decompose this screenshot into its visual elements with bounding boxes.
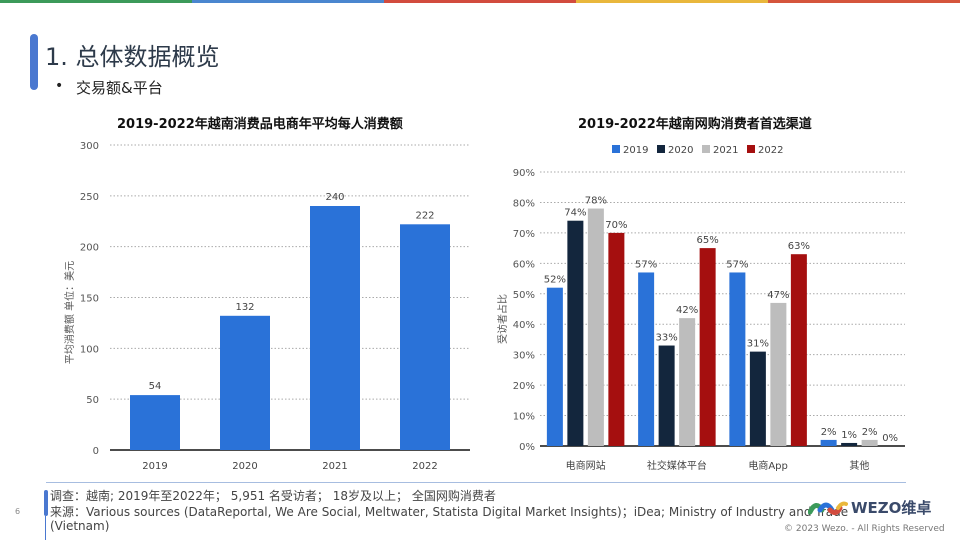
copyright: © 2023 Wezo. - All Rights Reserved bbox=[784, 524, 945, 534]
data-label: 2% bbox=[862, 427, 878, 438]
footer-accent-bar bbox=[44, 490, 48, 516]
footer-divider bbox=[46, 482, 906, 483]
data-label: 63% bbox=[788, 241, 810, 252]
legend-label: 2020 bbox=[668, 145, 693, 156]
data-label: 33% bbox=[656, 333, 678, 344]
bar-2021-2 bbox=[770, 302, 787, 446]
bar-2021-1 bbox=[679, 318, 696, 446]
y-tick-label: 300 bbox=[80, 141, 99, 152]
y-tick-label: 250 bbox=[80, 192, 99, 203]
topbar-segment bbox=[384, 0, 576, 3]
y-tick-label: 10% bbox=[513, 412, 535, 423]
data-label: 57% bbox=[726, 259, 748, 270]
bar-2019-2 bbox=[729, 272, 746, 446]
x-tick-label: 2021 bbox=[322, 461, 347, 472]
data-label: 1% bbox=[841, 430, 857, 441]
topbar-segment bbox=[576, 0, 768, 3]
bar-2020-2 bbox=[749, 351, 766, 446]
legend-swatch-2021 bbox=[702, 145, 710, 153]
y-tick-label: 40% bbox=[513, 320, 535, 331]
chart-title-channels: 2019-2022年越南网购消费者首选渠道 bbox=[578, 117, 812, 132]
bar-2019-0 bbox=[546, 287, 563, 446]
bar-2019 bbox=[130, 395, 180, 450]
bar-2021-3 bbox=[861, 439, 878, 446]
data-label: 52% bbox=[544, 275, 566, 286]
bar-2022 bbox=[400, 224, 450, 450]
data-label: 70% bbox=[605, 220, 627, 231]
data-label: 54 bbox=[149, 381, 162, 392]
bar-2021-0 bbox=[587, 208, 604, 446]
data-label: 240 bbox=[325, 192, 344, 203]
title-accent-bar bbox=[30, 34, 38, 90]
bar-2019-1 bbox=[638, 272, 655, 446]
x-tick-label: 电商网站 bbox=[566, 459, 606, 472]
data-label: 78% bbox=[585, 196, 607, 207]
channel-bar-chart: 2019 2020 2021 2022 0% 10% 20% 30% 40% 50% 60% 70% 8… bbox=[496, 145, 905, 472]
bar-2020 bbox=[220, 315, 270, 450]
x-tick-label: 其他 bbox=[849, 459, 869, 472]
topbar-segment bbox=[192, 0, 384, 3]
page-title: 1. 总体数据概览 bbox=[45, 43, 220, 71]
data-label: 42% bbox=[676, 305, 698, 316]
source-note-continued: (Vietnam) bbox=[50, 519, 110, 533]
data-label: 57% bbox=[635, 259, 657, 270]
bar-2020-3 bbox=[841, 442, 858, 446]
y-axis-label: 平均消费额 单位：美元 bbox=[63, 261, 76, 364]
x-tick-label: 电商App bbox=[748, 459, 788, 472]
y-tick-label: 90% bbox=[513, 168, 535, 179]
y-tick-label: 0% bbox=[519, 442, 535, 453]
data-label: 74% bbox=[564, 208, 586, 219]
bullet-icon: • bbox=[55, 78, 64, 94]
bar-2020-1 bbox=[658, 345, 675, 446]
y-tick-label: 0 bbox=[93, 446, 99, 457]
section-subtitle: 交易额&平台 bbox=[76, 79, 163, 97]
y-tick-label: 100 bbox=[80, 344, 99, 355]
legend-label: 2019 bbox=[623, 145, 648, 156]
topbar-segment bbox=[768, 0, 960, 3]
legend-swatch-2020 bbox=[657, 145, 665, 153]
y-tick-label: 30% bbox=[513, 351, 535, 362]
bar-2022-2 bbox=[790, 254, 807, 446]
logo-text: WEZO维卓 bbox=[851, 499, 932, 517]
data-label: 2% bbox=[821, 427, 837, 438]
wezo-logo-icon bbox=[808, 501, 848, 515]
data-label: 31% bbox=[747, 339, 769, 350]
y-tick-label: 70% bbox=[513, 229, 535, 240]
y-tick-label: 50 bbox=[86, 395, 99, 406]
legend-label: 2022 bbox=[758, 145, 783, 156]
x-tick-label: 2019 bbox=[142, 461, 167, 472]
data-label: 222 bbox=[415, 210, 434, 221]
data-label: 47% bbox=[767, 290, 789, 301]
y-axis-label: 受访者占比 bbox=[496, 294, 509, 344]
bar-2019-3 bbox=[820, 439, 837, 446]
top-color-bar bbox=[0, 0, 960, 3]
x-tick-label: 2022 bbox=[412, 461, 437, 472]
y-tick-label: 60% bbox=[513, 259, 535, 270]
data-label: 132 bbox=[235, 302, 254, 313]
source-note: 来源：Various sources (DataReportal, We Are… bbox=[50, 505, 849, 519]
footer-accent-line bbox=[45, 516, 46, 540]
y-tick-label: 50% bbox=[513, 290, 535, 301]
y-tick-label: 150 bbox=[80, 294, 99, 305]
spending-bar-chart: 0 50 100 150 200 250 300 54 2019 132 2020 240 2021 22… bbox=[63, 141, 470, 472]
page-number: 6 bbox=[15, 507, 21, 516]
topbar-segment bbox=[0, 0, 192, 3]
bar-2021 bbox=[310, 206, 360, 450]
x-tick-label: 2020 bbox=[232, 461, 257, 472]
y-tick-label: 80% bbox=[513, 198, 535, 209]
bar-2022-0 bbox=[608, 232, 625, 446]
legend-label: 2021 bbox=[713, 145, 738, 156]
chart-title-spending: 2019-2022年越南消费品电商年平均每人消费额 bbox=[117, 117, 403, 132]
data-label: 0% bbox=[882, 433, 898, 444]
wezo-logo: WEZO维卓 bbox=[808, 497, 931, 518]
legend-swatch-2019 bbox=[612, 145, 620, 153]
bar-2020-0 bbox=[567, 220, 584, 446]
bar-2022-1 bbox=[699, 248, 716, 446]
data-label: 65% bbox=[697, 235, 719, 246]
y-tick-label: 200 bbox=[80, 243, 99, 254]
legend-swatch-2022 bbox=[747, 145, 755, 153]
y-tick-label: 20% bbox=[513, 381, 535, 392]
x-tick-label: 社交媒体平台 bbox=[647, 459, 707, 472]
survey-note: 调查：越南; 2019年至2022年； 5,951 名受访者； 18岁及以上； … bbox=[50, 489, 496, 503]
